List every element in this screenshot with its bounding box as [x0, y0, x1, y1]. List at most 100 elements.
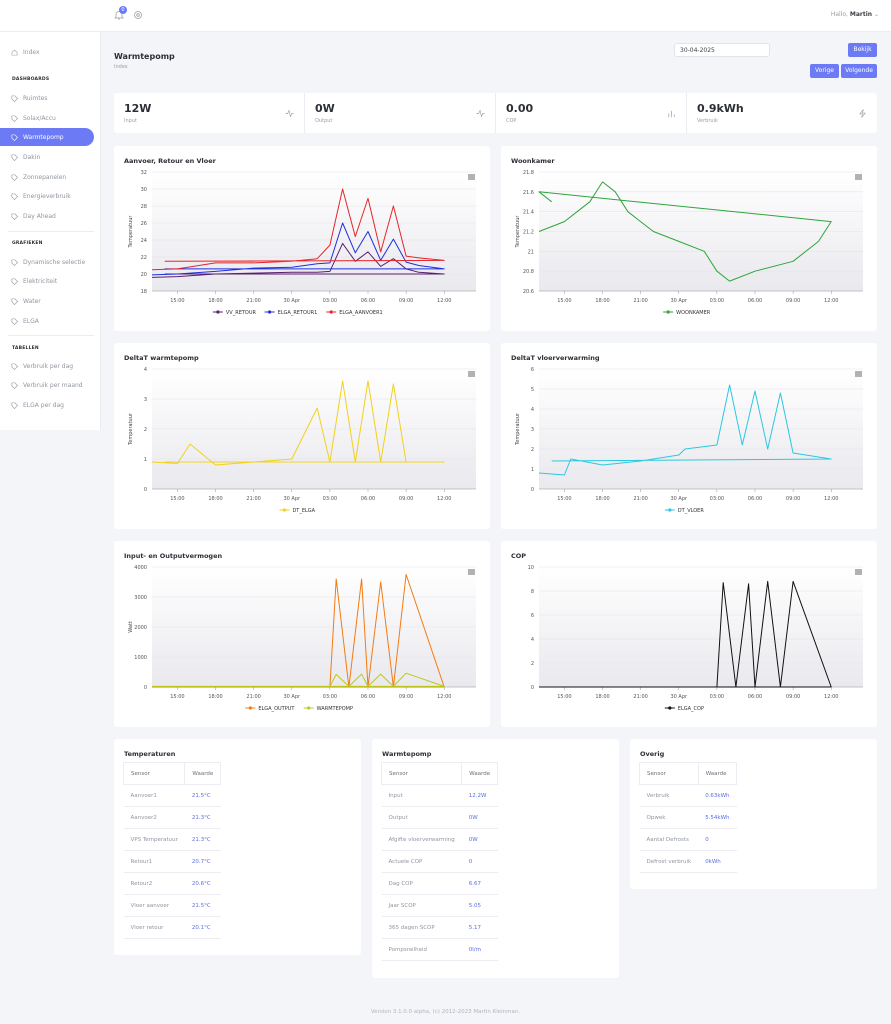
- sidebar-item-label: Energieverbruik: [23, 192, 71, 200]
- table-card-warmtepomp: Warmtepomp Sensor Waarde Input 12.2W Output…: [372, 739, 619, 978]
- sidebar-divider: [8, 335, 94, 336]
- tag-icon: [11, 298, 18, 305]
- sidebar-item-warmtepomp[interactable]: Warmtepomp: [0, 128, 94, 146]
- stat-output: 0W Output: [305, 93, 496, 133]
- table-row: Retour1 20.7°C: [123, 850, 221, 873]
- sidebar-item-verbruik-per-maand[interactable]: Verbruik per maand: [0, 376, 94, 394]
- chart-title: DeltaT vloerverwarming: [511, 354, 600, 362]
- legend-item[interactable]: WARMTEPOMP: [303, 706, 353, 712]
- chart-cop: 0 2 4 6 8 10 15:00 18:00 21:00 30 Apr 03:00 06:00 09…: [528, 565, 863, 712]
- column-header: Waarde: [461, 762, 499, 785]
- value-cell: 12.2W: [461, 784, 498, 807]
- legend-marker: [248, 706, 252, 710]
- y-tick-label: 6: [531, 367, 534, 373]
- breadcrumb[interactable]: Index: [114, 64, 128, 70]
- sidebar-item-energieverbruik[interactable]: Energieverbruik: [0, 187, 94, 205]
- x-tick-label: 15:00: [557, 496, 571, 502]
- legend-item[interactable]: ELGA_COP: [664, 706, 704, 712]
- legend-item[interactable]: DT_VLOER: [664, 508, 705, 514]
- series-line-dt-vloer: [538, 384, 832, 476]
- tag-icon: [11, 193, 18, 200]
- legend-item[interactable]: ELGA_OUTPUT: [245, 706, 295, 712]
- menu-icon[interactable]: [855, 174, 862, 180]
- series-line-woonkamer: [538, 181, 832, 282]
- sidebar-item-ruimtes[interactable]: Ruimtes: [0, 89, 94, 107]
- chart-title: COP: [511, 552, 527, 560]
- column-header: Sensor: [122, 762, 186, 785]
- activity-icon: [476, 109, 485, 118]
- chart-aanvoer-retour-vloer: 18 20 22 24 26 28 30 32 15:00 18:00 21:00 30 Apr 03:…: [128, 170, 476, 316]
- sidebar-item-elga[interactable]: ELGA: [0, 312, 94, 330]
- x-tick-label: 12:00: [824, 298, 838, 304]
- y-tick-label: 4: [531, 407, 534, 413]
- sidebar-item-zonnepanelen[interactable]: Zonnepanelen: [0, 168, 94, 186]
- menu-icon[interactable]: [468, 569, 475, 575]
- sensor-cell: Aanvoer1: [123, 784, 185, 807]
- user-menu[interactable]: Hallo, Martin ⌄: [831, 11, 879, 18]
- sidebar-item-verbruik-per-dag[interactable]: Verbruik per dag: [0, 357, 94, 375]
- menu-icon[interactable]: [855, 569, 862, 575]
- y-tick-label: 21.4: [523, 210, 534, 216]
- next-button[interactable]: Volgende: [841, 64, 877, 78]
- y-tick-label: 26: [141, 221, 147, 227]
- tag-icon: [11, 134, 18, 141]
- sensor-cell: Dag COP: [381, 872, 462, 895]
- value-cell: 0kWh: [698, 850, 737, 873]
- menu-icon[interactable]: [468, 174, 475, 180]
- series-line-dt-elga: [151, 380, 445, 466]
- legend-item[interactable]: WOONKAMER: [663, 310, 711, 316]
- value-cell: 0.63kWh: [698, 784, 737, 807]
- legend-item[interactable]: ELGA_RETOUR1: [264, 310, 318, 316]
- sidebar-item-elektriciteit[interactable]: Elektriciteit: [0, 272, 94, 290]
- sidebar-item-dynamische-selectie[interactable]: Dynamische selectie: [0, 253, 94, 271]
- table-row: Retour2 20.6°C: [123, 872, 221, 895]
- sidebar-item-dakin[interactable]: Dakin: [0, 148, 94, 166]
- legend-item[interactable]: VV_RETOUR: [212, 310, 257, 316]
- x-tick-label: 15:00: [557, 694, 571, 700]
- top-bar: 0 Hallo, Martin ⌄: [0, 0, 891, 32]
- y-tick-label: 3: [144, 397, 147, 403]
- y-tick-label: 21.8: [523, 170, 534, 176]
- legend-marker: [282, 508, 287, 512]
- chart-title: Aanvoer, Retour en Vloer: [124, 157, 216, 165]
- sidebar-item-index[interactable]: Index: [0, 43, 94, 61]
- date-input[interactable]: 30-04-2025: [674, 43, 770, 57]
- data-table: Sensor Waarde Aanvoer1 21.5°C Aanvoer2 21.3°…: [122, 762, 222, 939]
- series-line-elga-cop: [539, 580, 832, 688]
- y-tick-label: 21.2: [523, 230, 534, 236]
- x-tick-label: 12:00: [824, 694, 838, 700]
- sidebar-item-solax-accu[interactable]: Solax/Accu: [0, 109, 94, 127]
- legend-item[interactable]: DT_ELGA: [279, 508, 316, 514]
- legend-marker: [666, 310, 670, 314]
- x-tick-label: 15:00: [557, 298, 571, 304]
- y-tick-label: 18: [141, 289, 147, 295]
- stat-label: COP: [506, 118, 517, 124]
- menu-icon[interactable]: [468, 371, 475, 377]
- legend-item[interactable]: ELGA_AANVOER1: [326, 310, 383, 316]
- sensor-cell: Opwek: [639, 806, 699, 829]
- legend-marker: [307, 706, 311, 710]
- view-button[interactable]: Bekijk: [848, 43, 877, 57]
- y-tick-label: 8: [531, 589, 534, 595]
- sidebar-item-day-ahead[interactable]: Day Ahead: [0, 207, 94, 225]
- x-tick-label: 30 Apr: [283, 496, 301, 502]
- chart-woonkamer: 20.6 20.8 21 21.2 21.4 21.6 21.8 15:00 18:00 21:0…: [515, 170, 863, 316]
- tag-icon: [11, 213, 18, 220]
- value-cell: 21.3°C: [184, 828, 221, 851]
- y-tick-label: 0: [144, 487, 147, 493]
- y-tick-label: 5: [531, 387, 534, 393]
- x-tick-label: 09:00: [786, 694, 800, 700]
- value-cell: 5.54kWh: [698, 806, 737, 829]
- sidebar-item-elga-per-dag[interactable]: ELGA per dag: [0, 396, 94, 414]
- menu-icon[interactable]: [855, 371, 862, 377]
- series-line-elga-aanvoer1: [151, 188, 445, 271]
- settings-icon[interactable]: [133, 10, 143, 20]
- user-name: Martin: [849, 11, 873, 18]
- y-axis-label: Temperatuur: [128, 412, 134, 446]
- y-tick-label: 4: [144, 367, 147, 373]
- sensor-cell: Aantal Defrosts: [639, 828, 699, 851]
- x-tick-label: 06:00: [748, 694, 762, 700]
- sidebar-item-water[interactable]: Water: [0, 292, 94, 310]
- previous-button[interactable]: Vorige: [810, 64, 839, 78]
- x-tick-label: 06:00: [748, 496, 762, 502]
